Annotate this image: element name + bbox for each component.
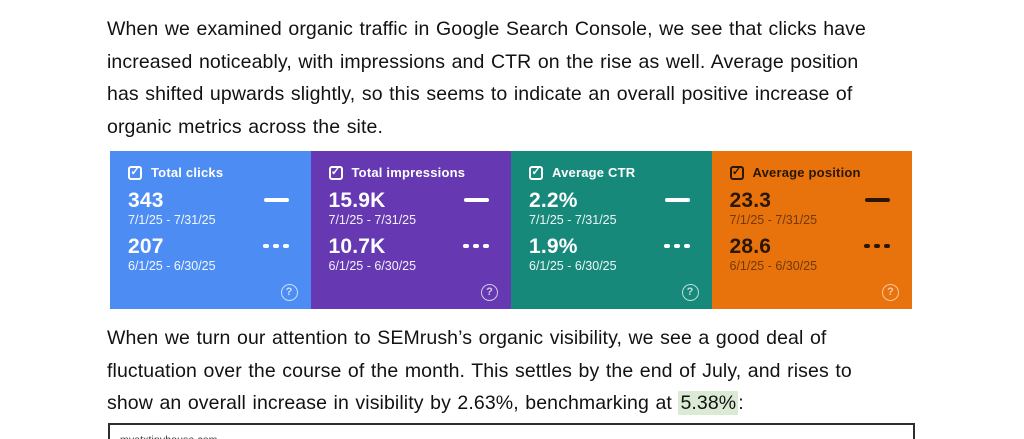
dotted-line-legend-icon <box>864 244 870 248</box>
metric-value-previous: 207 <box>128 235 164 258</box>
paragraph-line: increased noticeably, with impressions a… <box>107 50 859 73</box>
paragraph-text: : <box>738 392 744 414</box>
date-range-current: 7/1/25 - 7/31/25 <box>328 213 417 227</box>
paragraph-line: organic metrics across the site. <box>107 115 383 138</box>
solid-line-legend-icon <box>464 198 489 202</box>
checkbox-icon[interactable]: ✓ <box>529 165 543 180</box>
metric-card-total-impressions[interactable]: ✓ Total impressions 15.9K 7/1/25 - 7/31/… <box>310 151 511 309</box>
date-range-previous: 6/1/25 - 6/30/25 <box>328 259 417 273</box>
paragraph-gsc-summary: When we examined organic traffic in Goog… <box>107 13 940 143</box>
metric-card-total-clicks[interactable]: ✓ Total clicks 343 7/1/25 - 7/31/25 207 … <box>110 151 311 309</box>
paragraph-line: has shifted upwards slightly, so this se… <box>107 83 853 105</box>
paragraph-line: show an overall increase in visibility b… <box>107 387 940 420</box>
date-range-previous: 6/1/25 - 6/30/25 <box>128 259 216 273</box>
metric-value-current: 23.3 <box>729 189 772 212</box>
metric-card-average-ctr[interactable]: ✓ Average CTR 2.2% 7/1/25 - 7/31/25 1.9%… <box>511 151 712 309</box>
checkbox-icon[interactable]: ✓ <box>128 165 142 180</box>
current-period-row: 343 7/1/25 - 7/31/25 <box>128 189 289 235</box>
current-period-row: 23.3 7/1/25 - 7/31/25 <box>729 189 890 235</box>
paragraph-semrush-visibility: When we turn our attention to SEMrush’s … <box>107 322 940 420</box>
previous-period-row: 207 6/1/25 - 6/30/25 <box>128 235 289 281</box>
website-domain-label: myatxtinyhouse.com <box>120 434 218 439</box>
metric-label: Total impressions <box>351 165 466 180</box>
previous-period-row: 10.7K 6/1/25 - 6/30/25 <box>329 235 490 281</box>
highlighted-value: 5.38% <box>678 391 739 415</box>
current-period-row: 2.2% 7/1/25 - 7/31/25 <box>529 189 690 235</box>
dotted-line-legend-icon <box>463 244 469 248</box>
metric-card-header: ✓ Total clicks <box>128 165 289 180</box>
paragraph-line: When we examined organic traffic in Goog… <box>107 18 866 40</box>
help-icon[interactable]: ? <box>280 284 298 301</box>
solid-line-legend-icon <box>664 198 690 202</box>
paragraph-line: fluctuation over the course of the month… <box>107 359 852 382</box>
metric-value-previous: 1.9% <box>529 235 578 258</box>
dotted-line-legend-icon <box>262 244 269 248</box>
paragraph-line: When we turn our attention to SEMrush’s … <box>107 327 827 349</box>
solid-line-legend-icon <box>263 198 289 202</box>
dotted-line-legend-icon <box>663 244 670 248</box>
metric-value-current: 343 <box>128 189 164 212</box>
metric-label: Average CTR <box>552 165 636 180</box>
previous-period-row: 1.9% 6/1/25 - 6/30/25 <box>529 235 690 281</box>
checkbox-icon[interactable]: ✓ <box>729 165 744 180</box>
document-page: When we examined organic traffic in Goog… <box>107 13 940 439</box>
website-embed-box: myatxtinyhouse.com <box>108 422 915 439</box>
date-range-current: 7/1/25 - 7/31/25 <box>128 213 216 227</box>
metric-label: Total clicks <box>151 165 224 180</box>
metric-value-current: 15.9K <box>328 189 386 212</box>
checkbox-icon[interactable]: ✓ <box>328 165 343 180</box>
help-icon[interactable]: ? <box>481 284 498 301</box>
metric-value-previous: 10.7K <box>328 235 386 258</box>
date-range-current: 7/1/25 - 7/31/25 <box>729 213 818 227</box>
metric-card-average-position[interactable]: ✓ Average position 23.3 7/1/25 - 7/31/25… <box>711 151 912 309</box>
metric-label: Average position <box>752 165 861 180</box>
gsc-metrics-panel: ✓ Total clicks 343 7/1/25 - 7/31/25 207 … <box>110 151 912 309</box>
help-icon[interactable]: ? <box>681 284 699 301</box>
metric-card-header: ✓ Average CTR <box>529 165 690 180</box>
current-period-row: 15.9K 7/1/25 - 7/31/25 <box>328 189 489 235</box>
metric-card-header: ✓ Average position <box>729 165 891 180</box>
metric-card-header: ✓ Total impressions <box>328 165 490 180</box>
metric-value-previous: 28.6 <box>729 235 772 258</box>
solid-line-legend-icon <box>865 198 890 202</box>
date-range-current: 7/1/25 - 7/31/25 <box>529 213 617 227</box>
previous-period-row: 28.6 6/1/25 - 6/30/25 <box>730 235 891 281</box>
help-icon[interactable]: ? <box>882 284 899 301</box>
paragraph-text: show an overall increase in visibility b… <box>107 392 679 414</box>
date-range-previous: 6/1/25 - 6/30/25 <box>529 259 617 273</box>
date-range-previous: 6/1/25 - 6/30/25 <box>729 259 818 273</box>
metric-value-current: 2.2% <box>529 189 578 212</box>
